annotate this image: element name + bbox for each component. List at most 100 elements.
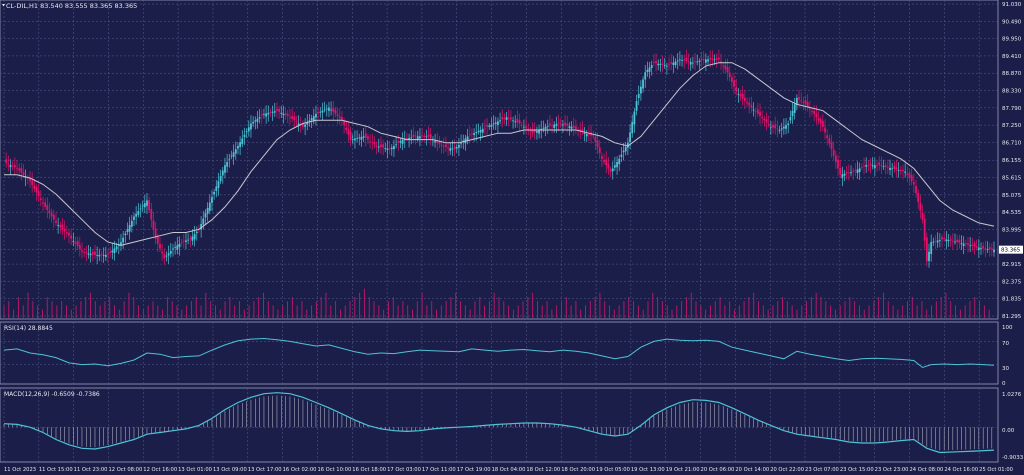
candle-body: [657, 63, 660, 66]
price-tick-label: 81.295: [1002, 314, 1022, 320]
candle-body: [475, 132, 478, 134]
chevron-down-icon[interactable]: [2, 4, 5, 7]
candle-body: [208, 202, 211, 211]
candle-body: [393, 145, 395, 150]
candle-body: [72, 241, 75, 242]
candle-body: [709, 58, 712, 60]
candle-body: [317, 111, 320, 113]
candle-body: [254, 120, 257, 122]
price-tick-label: 85.075: [1002, 193, 1022, 199]
time-tick-label: 20 Oct 22:00: [770, 467, 804, 473]
candle-body: [267, 112, 270, 115]
candle-body: [501, 117, 504, 120]
candles: [5, 49, 995, 268]
candle-body: [910, 175, 913, 182]
candle-body: [698, 61, 701, 62]
candle-body: [964, 243, 967, 245]
candle-body: [271, 111, 274, 113]
rsi-panel-frame: [0, 321, 999, 385]
candle-body: [83, 252, 86, 253]
candle-body: [962, 243, 965, 246]
time-tick-label: 25 Oct 01:00: [979, 467, 1013, 473]
macd-scale-bottom: -0.9033: [1002, 455, 1024, 461]
time-tick-label: 18 Oct 20:00: [561, 467, 595, 473]
rsi-scale-70: 70: [1002, 341, 1009, 347]
candle-body: [795, 97, 798, 106]
candle-body: [167, 253, 170, 256]
price-grid: [0, 0, 998, 319]
candle-body: [735, 87, 738, 92]
candle-body: [241, 138, 244, 145]
candle-body: [18, 168, 21, 171]
candle-body: [419, 136, 421, 139]
price-tick-label: 91.030: [1002, 2, 1022, 8]
candle-body: [793, 104, 796, 113]
candle-body: [213, 191, 216, 195]
candle-body: [512, 120, 514, 122]
macd-panel[interactable]: MACD(12,26,9) -0.6509 -0.7386 1.0276 0.0…: [0, 387, 1024, 463]
candle-body: [592, 135, 595, 137]
price-panel[interactable]: 91.030 90.490 89.950 89.410 88.870 88.330 87.7…: [0, 0, 1023, 320]
candle-body: [39, 198, 42, 200]
candle-body: [711, 58, 714, 60]
candle-body: [81, 250, 83, 252]
candle-body: [603, 160, 605, 163]
candle-body: [605, 159, 608, 166]
candle-body: [50, 213, 53, 217]
time-tick-label: 19 Oct 13:00: [631, 467, 665, 473]
candle-body: [228, 158, 231, 160]
candle-body: [958, 239, 961, 243]
candle-body: [884, 165, 887, 167]
candle-body: [670, 62, 673, 64]
candle-body: [780, 128, 783, 130]
candle-body: [256, 118, 259, 122]
current-price-tag: 83.365: [999, 245, 1023, 254]
candle-body: [490, 124, 493, 127]
candle-body: [540, 128, 543, 131]
candle-body: [728, 72, 731, 78]
candle-body: [917, 192, 920, 203]
candle-body: [109, 251, 112, 253]
candle-body: [685, 57, 688, 62]
candle-body: [250, 123, 252, 130]
candle-body: [358, 137, 361, 139]
candle-body: [644, 72, 647, 80]
candle-body: [934, 241, 937, 242]
candle-body: [867, 165, 870, 166]
candle-body: [973, 243, 976, 247]
candle-body: [609, 169, 612, 172]
rsi-panel[interactable]: RSI(14) 28.8845 100 70 30 0: [0, 321, 1013, 387]
time-tick-label: 11 Oct 2023: [4, 467, 36, 473]
candle-body: [278, 108, 281, 112]
candle-body: [765, 119, 768, 123]
time-tick-label: 24 Oct 08:00: [909, 467, 943, 473]
candle-body: [748, 102, 751, 106]
candle-body: [406, 138, 408, 139]
price-tick-label: 84.535: [1002, 210, 1022, 216]
candle-body: [724, 65, 727, 70]
candle-body: [187, 239, 190, 241]
candle-body: [276, 108, 278, 111]
price-tick-label: 88.870: [1002, 71, 1022, 77]
candle-body: [35, 187, 38, 193]
candle-body: [258, 117, 261, 119]
candle-body: [756, 109, 759, 114]
candle-body: [354, 138, 356, 141]
candle-body: [338, 116, 341, 119]
candle-body: [48, 210, 51, 214]
candle-body: [626, 142, 629, 148]
candle-body: [600, 156, 603, 159]
candle-body: [382, 144, 385, 148]
time-tick-label: 13 Oct 09:00: [213, 467, 247, 473]
candle-body: [9, 165, 12, 168]
candle-body: [633, 111, 636, 125]
candle-body: [826, 135, 829, 138]
candle-body: [921, 212, 924, 220]
candle-body: [510, 117, 512, 120]
candle-body: [377, 146, 380, 148]
candle-body: [328, 107, 330, 111]
candle-body: [845, 172, 848, 174]
time-tick-label: 17 Oct 03:00: [387, 467, 421, 473]
candle-body: [819, 119, 822, 124]
